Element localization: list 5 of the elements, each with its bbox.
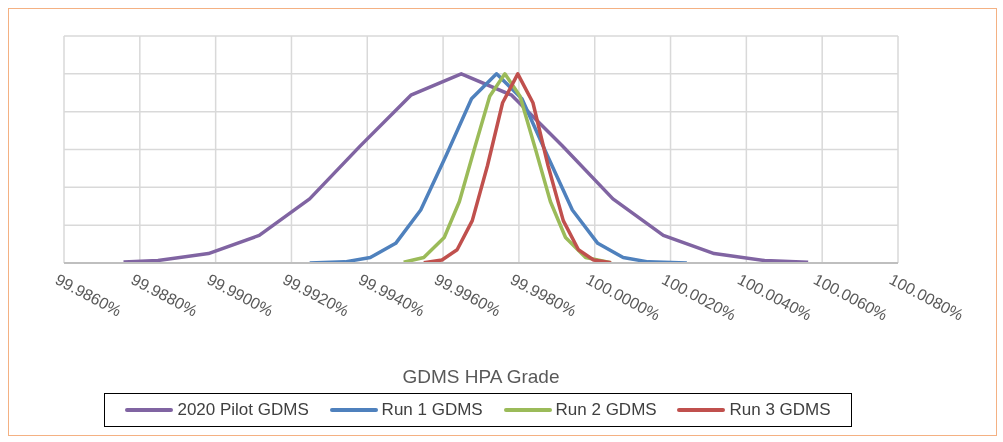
legend-label: 2020 Pilot GDMS [177,400,309,420]
legend-label: Run 3 GDMS [729,400,831,420]
x-axis-title: GDMS HPA Grade [402,366,560,387]
legend-label: Run 2 GDMS [555,400,657,420]
legend-label: Run 1 GDMS [381,400,483,420]
